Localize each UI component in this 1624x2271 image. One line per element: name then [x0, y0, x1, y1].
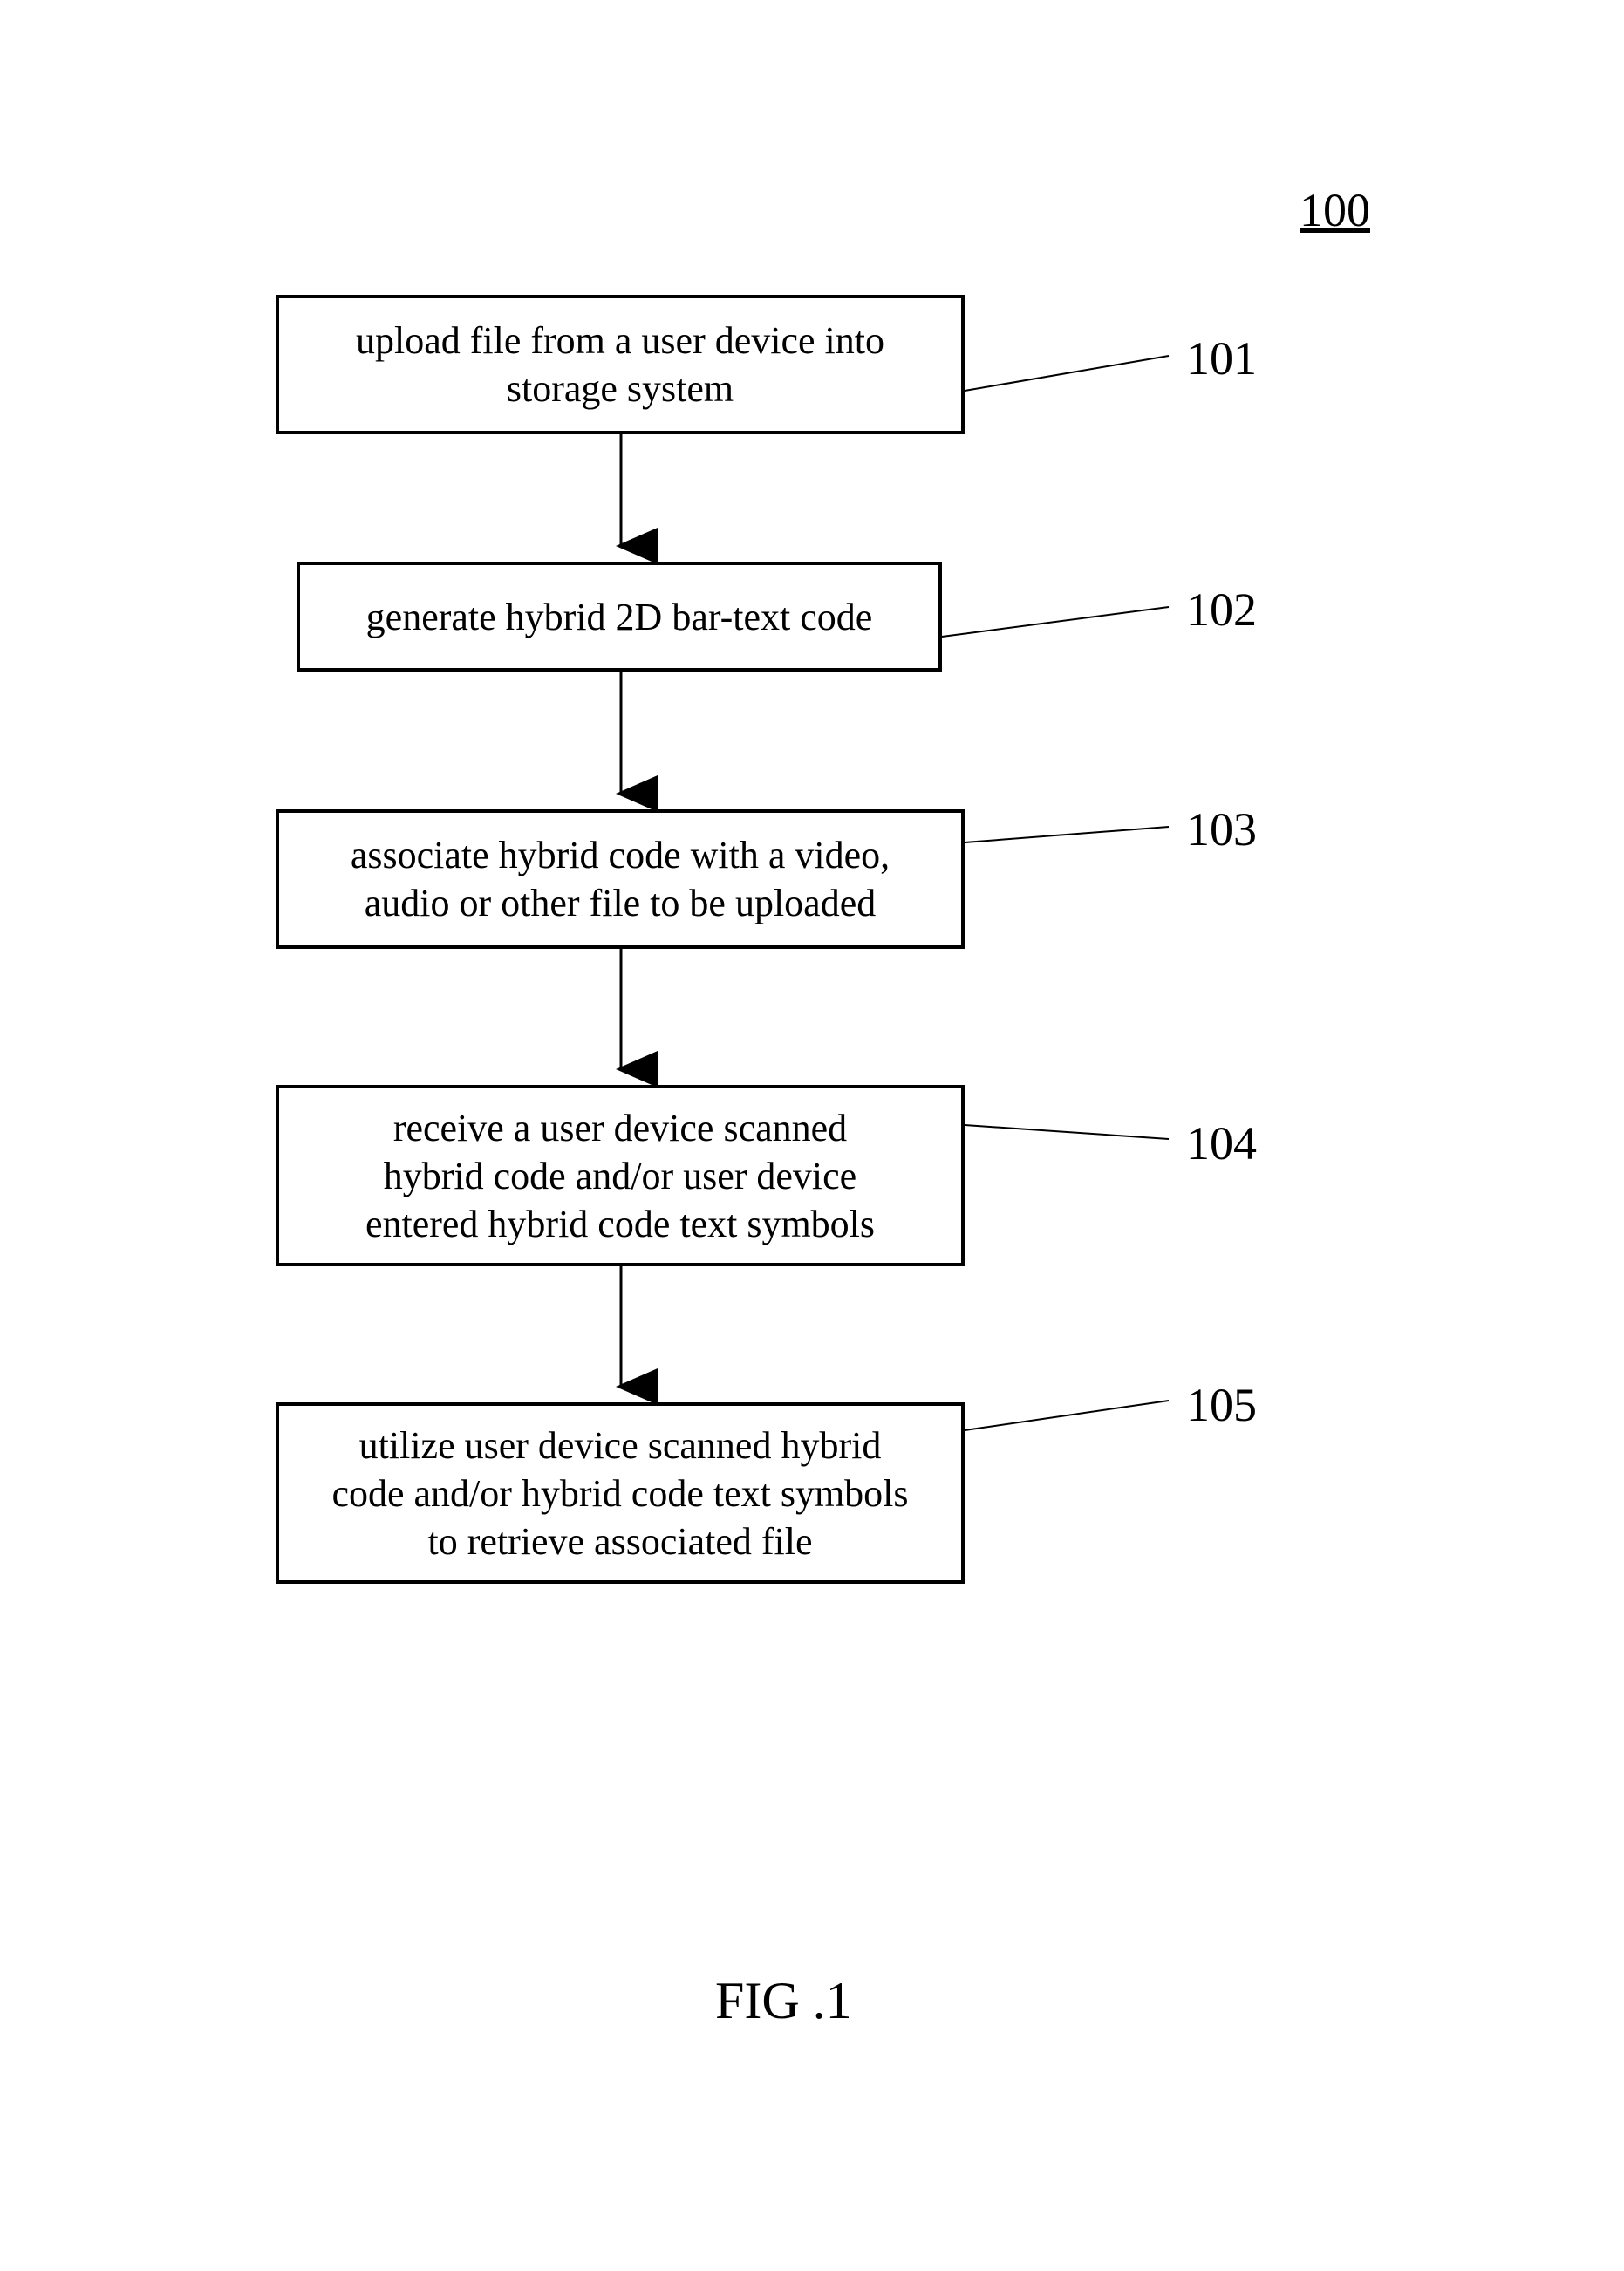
flow-step-102: generate hybrid 2D bar-text code [297, 562, 942, 672]
figure-caption: FIG .1 [715, 1971, 852, 2031]
flow-step-label: utilize user device scanned hybridcode a… [331, 1422, 908, 1565]
flow-step-103: associate hybrid code with a video,audio… [276, 809, 965, 949]
flow-step-101: upload file from a user device intostora… [276, 295, 965, 434]
ref-label-103: 103 [1186, 802, 1257, 856]
flow-step-105: utilize user device scanned hybridcode a… [276, 1402, 965, 1584]
ref-label-101: 101 [1186, 331, 1257, 385]
ref-label-104: 104 [1186, 1116, 1257, 1170]
leader-lines [942, 356, 1169, 1430]
flow-step-label: associate hybrid code with a video,audio… [351, 831, 890, 927]
flow-step-label: receive a user device scannedhybrid code… [365, 1104, 875, 1248]
flow-step-label: upload file from a user device intostora… [356, 317, 884, 413]
ref-label-105: 105 [1186, 1378, 1257, 1432]
flow-step-104: receive a user device scannedhybrid code… [276, 1085, 965, 1266]
flow-step-label: generate hybrid 2D bar-text code [366, 593, 873, 641]
flowchart-diagram: 100 upload file from a user device intos… [0, 0, 1624, 2271]
ref-label-102: 102 [1186, 583, 1257, 637]
diagram-ref-number: 100 [1300, 183, 1370, 237]
